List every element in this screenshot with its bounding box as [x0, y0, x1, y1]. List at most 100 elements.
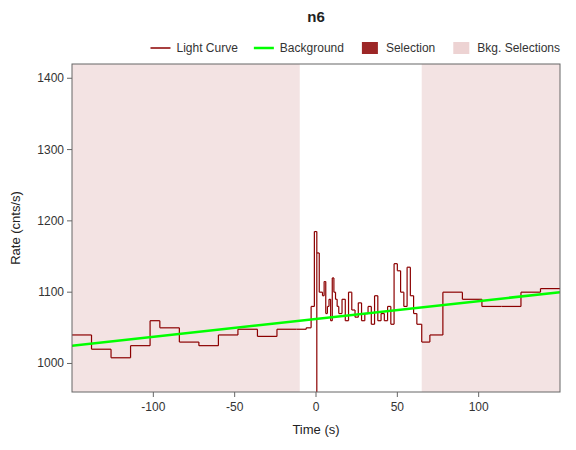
step-connector — [390, 306, 391, 324]
x-tick-label: 50 — [391, 400, 405, 414]
step-connector — [333, 278, 334, 292]
step-connector — [110, 349, 111, 358]
step-connector — [257, 329, 258, 336]
step-connector — [319, 253, 320, 292]
step-segment — [111, 357, 131, 358]
step-connector — [328, 299, 329, 306]
x-tick-label: -100 — [141, 400, 165, 414]
y-tick-label: 1100 — [38, 285, 64, 299]
step-connector — [91, 335, 92, 349]
step-connector — [276, 329, 277, 336]
step-connector — [306, 328, 307, 329]
step-connector — [397, 264, 398, 271]
y-tick — [67, 292, 72, 293]
step-connector — [371, 306, 372, 324]
step-connector — [237, 329, 238, 335]
legend-label: Selection — [386, 41, 435, 55]
step-segment — [257, 336, 277, 337]
step-connector — [341, 299, 342, 313]
x-tick — [397, 392, 398, 397]
legend-item: Light Curve — [150, 41, 238, 55]
title: n6 — [307, 8, 325, 25]
light-curve — [72, 232, 560, 392]
legend-label: Background — [280, 41, 344, 55]
x-axis-label: Time (s) — [292, 422, 339, 437]
step-connector — [325, 281, 326, 313]
step-connector — [462, 292, 463, 299]
step-segment — [92, 349, 112, 350]
step-segment — [540, 288, 560, 289]
legend-swatch — [254, 47, 274, 50]
background-line — [72, 292, 560, 345]
step-connector — [421, 324, 422, 342]
chart: n6-100-5005010010001100120013001400Time … — [0, 0, 576, 450]
step-segment — [150, 320, 160, 321]
step-connector — [442, 292, 443, 335]
step-connector — [337, 299, 338, 306]
x-tick-label: -50 — [226, 400, 244, 414]
step-segment — [199, 345, 219, 346]
step-segment — [501, 306, 521, 307]
x-tick — [153, 392, 154, 397]
legend-item: Selection — [362, 41, 435, 55]
step-segment — [179, 341, 199, 342]
bkg-region — [422, 64, 560, 392]
y-tick-label: 1300 — [37, 143, 64, 157]
step-connector — [410, 267, 411, 296]
step-segment — [430, 334, 443, 335]
step-segment — [160, 327, 180, 328]
legend: Light Curve Background Selection Bkg. Selec… — [150, 41, 560, 55]
drop-line — [316, 253, 317, 392]
step-segment — [462, 299, 482, 300]
x-tick — [316, 392, 317, 397]
step-connector — [351, 292, 352, 310]
step-segment — [417, 324, 422, 325]
legend-item: Bkg. Selections — [453, 41, 560, 55]
step-connector — [324, 281, 325, 295]
legend-swatch — [453, 42, 469, 54]
step-connector — [198, 342, 199, 346]
step-connector — [380, 314, 381, 321]
step-segment — [306, 327, 311, 328]
step-segment — [72, 334, 92, 335]
plot-area — [72, 64, 560, 392]
step-connector — [377, 296, 378, 321]
step-connector — [335, 292, 336, 299]
step-connector — [159, 321, 160, 328]
step-segment — [422, 341, 430, 342]
x-tick — [478, 392, 479, 397]
step-connector — [327, 306, 328, 313]
step-connector — [520, 292, 521, 306]
step-connector — [338, 306, 339, 313]
legend-label: Light Curve — [176, 41, 238, 55]
step-connector — [374, 296, 375, 325]
step-segment — [521, 292, 541, 293]
step-connector — [403, 292, 404, 306]
y-tick — [67, 220, 72, 221]
step-segment — [277, 329, 297, 330]
step-connector — [361, 303, 362, 321]
step-connector — [316, 232, 317, 253]
step-connector — [406, 267, 407, 306]
x-tick-label: 100 — [469, 400, 489, 414]
step-connector — [314, 232, 315, 307]
step-connector — [400, 271, 401, 292]
step-connector — [393, 264, 394, 325]
step-segment — [482, 306, 502, 307]
legend-label: Bkg. Selections — [477, 41, 560, 55]
step-connector — [322, 292, 323, 296]
step-connector — [130, 346, 131, 358]
y-axis-label: Rate (cnts/s) — [8, 191, 23, 265]
plot-frame — [72, 64, 560, 392]
step-segment — [296, 329, 306, 330]
step-segment — [443, 292, 463, 293]
y-tick-label: 1000 — [37, 356, 64, 370]
legend-swatch — [150, 47, 170, 49]
step-connector — [429, 335, 430, 342]
step-connector — [416, 314, 417, 325]
y-tick — [67, 363, 72, 364]
step-connector — [218, 335, 219, 346]
step-connector — [387, 306, 388, 320]
step-connector — [413, 296, 414, 314]
x-tick — [234, 392, 235, 397]
